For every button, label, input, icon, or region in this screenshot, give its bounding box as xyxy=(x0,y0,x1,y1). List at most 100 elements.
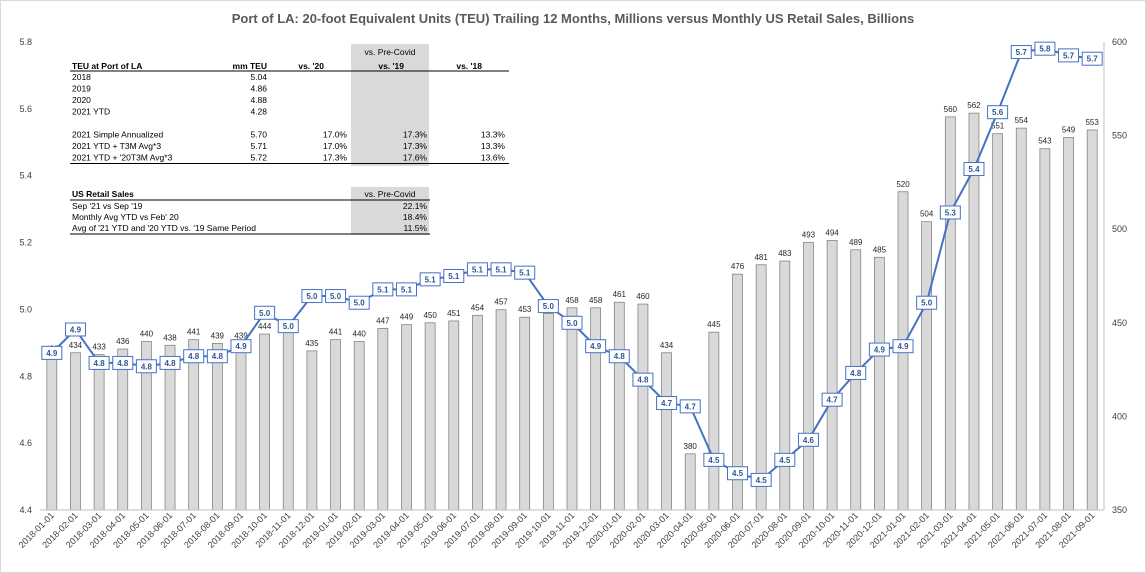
teu-point-label: 4.9 xyxy=(70,325,82,334)
teu-col-mm: mm TEU xyxy=(233,61,267,71)
summary-tables: vs. Pre-Covid TEU at Port of LA mm TEU v… xyxy=(70,44,509,235)
teu-point-label: 4.8 xyxy=(141,362,153,371)
retail-sales-bar xyxy=(637,303,649,511)
teu-point-label: 5.0 xyxy=(283,322,295,331)
retail-sales-bar-label: 458 xyxy=(565,296,579,305)
teu-row-vs19: 17.6% xyxy=(403,153,428,163)
teu-point-marker xyxy=(88,355,110,370)
teu-point-marker xyxy=(868,342,890,357)
teu-row-label: 2021 Simple Annualized xyxy=(72,130,163,140)
teu-point-label: 5.1 xyxy=(472,265,484,274)
retail-row-value: 11.5% xyxy=(404,223,428,233)
retail-sales-bar xyxy=(590,307,602,511)
retail-sales-bar-label: 451 xyxy=(447,309,461,318)
teu-row-label: 2020 xyxy=(72,95,91,105)
retail-sales-bar xyxy=(708,331,720,511)
retail-sales-bar-label: 436 xyxy=(116,337,130,346)
retail-sales-bar-label: 481 xyxy=(754,253,768,262)
retail-sales-bar-label: 543 xyxy=(1038,137,1052,146)
retail-sales-bar-label: 454 xyxy=(471,303,485,312)
teu-point-label: 5.1 xyxy=(496,265,508,274)
teu-point-label: 4.8 xyxy=(94,359,106,368)
teu-point-label: 4.8 xyxy=(117,359,129,368)
retail-sales-bar-label: 440 xyxy=(140,330,154,339)
teu-point-label: 4.9 xyxy=(235,342,247,351)
retail-sales-bar xyxy=(211,343,223,511)
retail-sales-bar-label: 441 xyxy=(187,328,201,337)
retail-sales-bar-label: 483 xyxy=(778,249,792,258)
retail-row-label: Sep '21 vs Sep '19 xyxy=(72,201,143,211)
teu-point-label: 5.3 xyxy=(945,208,957,217)
retail-sales-bar xyxy=(566,307,578,511)
left-axis-tick: 5.4 xyxy=(19,171,32,181)
retail-sales-bar-label: 457 xyxy=(494,298,508,307)
teu-line-labels: 4.9 4.9 4.8 4.8 4.8 4.8 4.8 4.8 4.9 5.0 5.0 5.0 5.0 5… xyxy=(41,41,1103,487)
retail-sales-bar xyxy=(613,301,625,511)
retail-sales-bar-label: 560 xyxy=(944,105,958,114)
teu-point-label: 4.9 xyxy=(590,342,602,351)
right-axis-tick: 350 xyxy=(1112,505,1127,515)
teu-table-rows: 2018 5.04 2019 4.86 2020 4.88 2021 YTD 4.28 2021… xyxy=(70,72,509,164)
teu-point-marker xyxy=(325,289,347,304)
teu-point-label: 4.7 xyxy=(661,399,673,408)
retail-sales-bar-label: 553 xyxy=(1085,118,1099,127)
teu-point-marker xyxy=(230,339,252,354)
teu-point-marker xyxy=(987,105,1009,120)
teu-point-marker xyxy=(727,466,749,481)
teu-point-marker xyxy=(514,265,536,280)
teu-point-label: 4.8 xyxy=(614,352,626,361)
precovid-column-shade xyxy=(351,44,429,166)
teu-point-marker xyxy=(301,289,323,304)
teu-point-marker xyxy=(1034,41,1056,56)
retail-sales-bar-label: 489 xyxy=(849,238,863,247)
teu-point-marker xyxy=(419,272,441,287)
retail-sales-bar-label: 520 xyxy=(896,180,910,189)
teu-point-marker xyxy=(845,365,867,380)
left-axis-tick: 4.4 xyxy=(19,505,32,515)
teu-point-marker xyxy=(797,432,819,447)
teu-point-marker xyxy=(608,349,630,364)
teu-point-label: 4.5 xyxy=(708,456,720,465)
retail-sales-bar xyxy=(472,314,483,511)
teu-point-marker xyxy=(892,339,914,354)
teu-point-marker xyxy=(632,372,654,387)
teu-point-label: 5.0 xyxy=(330,292,342,301)
teu-col-vs19: vs. '19 xyxy=(378,61,404,71)
teu-point-marker xyxy=(703,452,725,467)
teu-point-label: 5.1 xyxy=(425,275,437,284)
retail-row-value: 22.1% xyxy=(403,201,428,211)
left-axis-tick: 5.6 xyxy=(19,104,32,114)
retail-sales-bar xyxy=(401,324,412,511)
retail-precovid-column-shade xyxy=(351,187,429,235)
teu-table-title: TEU at Port of LA xyxy=(72,61,142,71)
retail-sales-bar xyxy=(448,320,460,511)
retail-sales-bar-label: 554 xyxy=(1015,116,1029,125)
teu-point-label: 4.5 xyxy=(756,476,768,485)
retail-sales-bar-label: 450 xyxy=(423,311,437,320)
right-axis-tick: 450 xyxy=(1112,318,1127,328)
teu-row-vs20: 17.0% xyxy=(323,141,348,151)
retail-sales-bar-label: 449 xyxy=(400,313,414,322)
retail-sales-bar xyxy=(70,352,81,511)
retail-sales-bar-label: 493 xyxy=(802,230,816,239)
teu-point-marker xyxy=(443,269,465,283)
left-axis-tick: 5.0 xyxy=(19,304,32,314)
teu-col-vs20: vs. '20 xyxy=(298,61,324,71)
teu-point-label: 5.8 xyxy=(1039,45,1051,54)
left-axis-tick: 5.2 xyxy=(19,238,32,248)
teu-row-vs20: 17.3% xyxy=(323,153,348,163)
retail-sales-bar-label: 461 xyxy=(613,290,627,299)
teu-row-vs18: 13.3% xyxy=(481,130,506,140)
teu-point-marker xyxy=(750,472,772,487)
left-axis-tick: 4.6 xyxy=(19,438,32,448)
teu-row-vs18: 13.3% xyxy=(481,141,506,151)
retail-sales-bar xyxy=(495,309,507,511)
teu-point-label: 4.7 xyxy=(685,402,697,411)
right-axis-tick: 400 xyxy=(1112,411,1127,421)
teu-point-label: 5.0 xyxy=(921,299,933,308)
teu-point-label: 5.4 xyxy=(968,165,980,174)
teu-point-marker xyxy=(277,319,299,334)
retail-sales-bar xyxy=(46,356,58,511)
teu-point-marker xyxy=(348,295,370,310)
retail-sales-bar-label: 440 xyxy=(353,330,367,339)
